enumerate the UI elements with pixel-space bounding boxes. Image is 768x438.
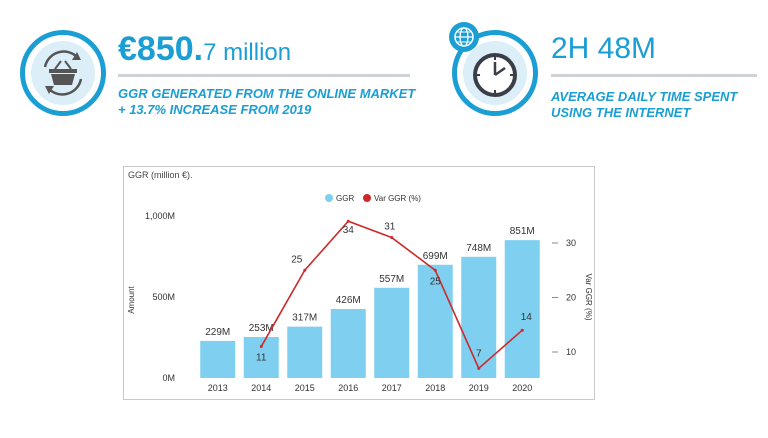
ggr-value: €850.7 million	[118, 30, 291, 69]
legend-ggr-label: GGR	[336, 194, 354, 203]
ggr-value-rest: 7 million	[203, 39, 292, 66]
x-tick-2014: 2014	[251, 383, 271, 393]
var-ggr-point-2020	[520, 328, 524, 332]
basket-refresh-icon	[43, 50, 83, 96]
y2-axis-title: Var GGR (%)	[584, 274, 593, 321]
y2-tick-label: 20	[566, 293, 576, 303]
bar-label-2018: 699M	[423, 251, 448, 262]
bar-2013	[200, 340, 236, 378]
bar-2020	[504, 240, 540, 378]
y-tick-label: 1,000M	[145, 211, 175, 221]
y2-tick-label: 10	[566, 347, 576, 357]
bar-label-2014: 253M	[249, 323, 274, 334]
x-tick-2019: 2019	[469, 383, 489, 393]
bar-label-2020: 851M	[510, 226, 535, 237]
bar-label-2016: 426M	[336, 295, 361, 306]
var-ggr-label-2020: 14	[521, 312, 533, 323]
var-ggr-point-2016	[346, 219, 350, 223]
var-ggr-point-2014	[259, 345, 263, 349]
x-tick-2015: 2015	[295, 383, 315, 393]
legend-ggr-swatch	[325, 194, 333, 202]
bar-2014	[243, 337, 279, 378]
var-ggr-point-2018	[433, 268, 437, 272]
time-value: 2H 48M	[551, 32, 657, 65]
clock-icon	[473, 53, 517, 97]
legend-var-label: Var GGR (%)	[374, 194, 421, 203]
bar-label-2017: 557M	[379, 274, 404, 285]
var-ggr-label-2017: 31	[384, 222, 396, 233]
var-ggr-label-2019: 7	[476, 348, 482, 359]
var-ggr-label-2014: 11	[256, 353, 267, 364]
bar-label-2019: 748M	[466, 243, 491, 254]
x-tick-2017: 2017	[382, 383, 402, 393]
x-tick-2020: 2020	[512, 383, 532, 393]
ggr-value-main: €850.	[118, 30, 204, 68]
globe-icon	[449, 22, 479, 52]
bar-2016	[330, 308, 366, 378]
var-ggr-point-2019	[477, 366, 481, 370]
y-axis-title: Amount	[127, 285, 136, 313]
bar-label-2013: 229M	[205, 327, 230, 338]
bar-2019	[461, 256, 497, 378]
chart-title: GGR (million €).	[128, 170, 193, 180]
y2-tick-label: 30	[566, 238, 576, 248]
ggr-divider	[118, 74, 410, 77]
y-tick-label: 0M	[162, 373, 175, 383]
legend-var-swatch	[363, 194, 371, 202]
var-ggr-label-2018: 25	[430, 276, 442, 287]
bar-2015	[287, 326, 323, 378]
time-caption: AVERAGE DAILY TIME SPENT USING THE INTER…	[551, 89, 738, 120]
bar-2018	[417, 264, 453, 378]
var-ggr-label-2016: 34	[343, 225, 355, 236]
x-tick-2013: 2013	[208, 383, 228, 393]
x-tick-2018: 2018	[425, 383, 445, 393]
bar-label-2015: 317M	[292, 313, 317, 324]
time-divider	[551, 74, 757, 77]
bar-2017	[374, 287, 410, 378]
var-ggr-point-2015	[303, 268, 307, 272]
x-tick-2016: 2016	[338, 383, 358, 393]
var-ggr-label-2015: 25	[291, 254, 303, 265]
var-ggr-point-2017	[390, 236, 394, 240]
ggr-caption: GGR GENERATED FROM THE ONLINE MARKET + 1…	[118, 86, 416, 117]
y-tick-label: 500M	[152, 292, 175, 302]
